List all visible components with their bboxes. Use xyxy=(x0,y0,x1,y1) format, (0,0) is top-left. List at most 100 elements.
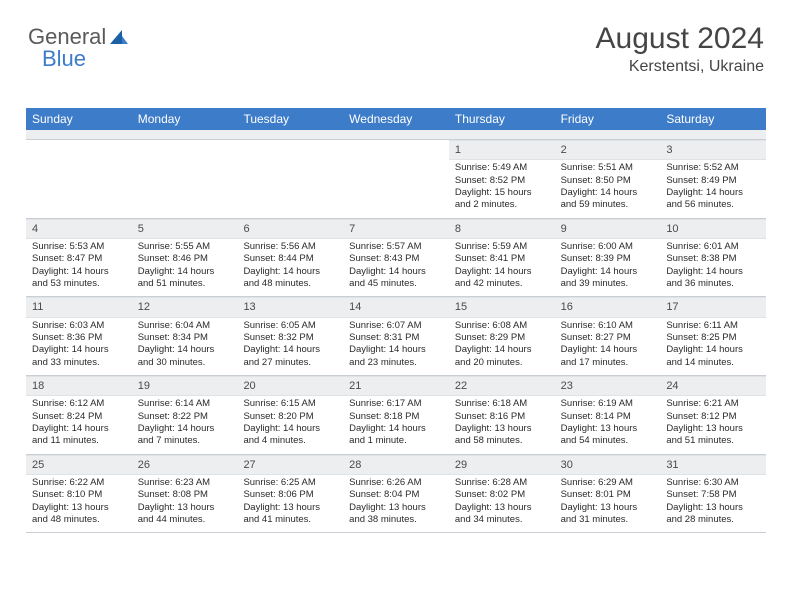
sunset-text: Sunset: 8:16 PM xyxy=(455,411,549,423)
daylight-text: Daylight: 14 hours and 14 minutes. xyxy=(666,344,760,369)
calendar-day: 17Sunrise: 6:11 AMSunset: 8:25 PMDayligh… xyxy=(660,297,766,375)
day-number: 23 xyxy=(555,376,661,396)
sunset-text: Sunset: 8:06 PM xyxy=(243,489,337,501)
sunset-text: Sunset: 8:24 PM xyxy=(32,411,126,423)
calendar-day xyxy=(132,140,238,218)
day-number: 30 xyxy=(555,455,661,475)
sunrise-text: Sunrise: 6:14 AM xyxy=(138,398,232,410)
sunrise-text: Sunrise: 6:04 AM xyxy=(138,320,232,332)
day-content: Sunrise: 5:49 AMSunset: 8:52 PMDaylight:… xyxy=(449,160,555,217)
day-content: Sunrise: 6:19 AMSunset: 8:14 PMDaylight:… xyxy=(555,396,661,453)
calendar-day: 11Sunrise: 6:03 AMSunset: 8:36 PMDayligh… xyxy=(26,297,132,375)
sunset-text: Sunset: 8:47 PM xyxy=(32,253,126,265)
day-number: 14 xyxy=(343,297,449,317)
day-content: Sunrise: 6:17 AMSunset: 8:18 PMDaylight:… xyxy=(343,396,449,453)
day-content: Sunrise: 6:00 AMSunset: 8:39 PMDaylight:… xyxy=(555,239,661,296)
calendar-body: 1Sunrise: 5:49 AMSunset: 8:52 PMDaylight… xyxy=(26,140,766,533)
calendar-day: 31Sunrise: 6:30 AMSunset: 7:58 PMDayligh… xyxy=(660,455,766,533)
sunset-text: Sunset: 8:02 PM xyxy=(455,489,549,501)
calendar-day: 24Sunrise: 6:21 AMSunset: 8:12 PMDayligh… xyxy=(660,376,766,454)
sunrise-text: Sunrise: 6:19 AM xyxy=(561,398,655,410)
sunrise-text: Sunrise: 5:57 AM xyxy=(349,241,443,253)
calendar-day: 16Sunrise: 6:10 AMSunset: 8:27 PMDayligh… xyxy=(555,297,661,375)
day-content: Sunrise: 5:59 AMSunset: 8:41 PMDaylight:… xyxy=(449,239,555,296)
sunrise-text: Sunrise: 6:30 AM xyxy=(666,477,760,489)
day-content: Sunrise: 6:04 AMSunset: 8:34 PMDaylight:… xyxy=(132,318,238,375)
day-number: 24 xyxy=(660,376,766,396)
sunrise-text: Sunrise: 6:17 AM xyxy=(349,398,443,410)
day-content: Sunrise: 6:28 AMSunset: 8:02 PMDaylight:… xyxy=(449,475,555,532)
sunrise-text: Sunrise: 6:22 AM xyxy=(32,477,126,489)
sunrise-text: Sunrise: 6:08 AM xyxy=(455,320,549,332)
calendar-week: 25Sunrise: 6:22 AMSunset: 8:10 PMDayligh… xyxy=(26,455,766,534)
day-content: Sunrise: 6:01 AMSunset: 8:38 PMDaylight:… xyxy=(660,239,766,296)
daylight-text: Daylight: 14 hours and 51 minutes. xyxy=(138,266,232,291)
calendar-day: 23Sunrise: 6:19 AMSunset: 8:14 PMDayligh… xyxy=(555,376,661,454)
daylight-text: Daylight: 14 hours and 7 minutes. xyxy=(138,423,232,448)
day-header: Monday xyxy=(132,108,238,130)
sunset-text: Sunset: 8:39 PM xyxy=(561,253,655,265)
sunrise-text: Sunrise: 6:03 AM xyxy=(32,320,126,332)
logo-text-blue: Blue xyxy=(42,46,86,72)
sunrise-text: Sunrise: 5:49 AM xyxy=(455,162,549,174)
daylight-text: Daylight: 14 hours and 4 minutes. xyxy=(243,423,337,448)
calendar-day: 19Sunrise: 6:14 AMSunset: 8:22 PMDayligh… xyxy=(132,376,238,454)
daylight-text: Daylight: 14 hours and 27 minutes. xyxy=(243,344,337,369)
calendar-day: 6Sunrise: 5:56 AMSunset: 8:44 PMDaylight… xyxy=(237,219,343,297)
sunrise-text: Sunrise: 5:59 AM xyxy=(455,241,549,253)
calendar-day: 29Sunrise: 6:28 AMSunset: 8:02 PMDayligh… xyxy=(449,455,555,533)
sunrise-text: Sunrise: 6:11 AM xyxy=(666,320,760,332)
sunset-text: Sunset: 8:44 PM xyxy=(243,253,337,265)
sunset-text: Sunset: 8:32 PM xyxy=(243,332,337,344)
daylight-text: Daylight: 14 hours and 17 minutes. xyxy=(561,344,655,369)
day-content: Sunrise: 5:53 AMSunset: 8:47 PMDaylight:… xyxy=(26,239,132,296)
daylight-text: Daylight: 14 hours and 53 minutes. xyxy=(32,266,126,291)
day-number: 7 xyxy=(343,219,449,239)
day-number: 21 xyxy=(343,376,449,396)
sunrise-text: Sunrise: 6:01 AM xyxy=(666,241,760,253)
daylight-text: Daylight: 14 hours and 42 minutes. xyxy=(455,266,549,291)
sunrise-text: Sunrise: 6:18 AM xyxy=(455,398,549,410)
sunset-text: Sunset: 8:25 PM xyxy=(666,332,760,344)
daylight-text: Daylight: 13 hours and 54 minutes. xyxy=(561,423,655,448)
daylight-text: Daylight: 13 hours and 34 minutes. xyxy=(455,502,549,527)
calendar-day: 9Sunrise: 6:00 AMSunset: 8:39 PMDaylight… xyxy=(555,219,661,297)
day-number: 13 xyxy=(237,297,343,317)
day-number: 11 xyxy=(26,297,132,317)
sunset-text: Sunset: 8:49 PM xyxy=(666,175,760,187)
calendar-day: 22Sunrise: 6:18 AMSunset: 8:16 PMDayligh… xyxy=(449,376,555,454)
day-content: Sunrise: 6:26 AMSunset: 8:04 PMDaylight:… xyxy=(343,475,449,532)
day-number: 27 xyxy=(237,455,343,475)
sunrise-text: Sunrise: 6:28 AM xyxy=(455,477,549,489)
daylight-text: Daylight: 14 hours and 1 minute. xyxy=(349,423,443,448)
day-content: Sunrise: 6:29 AMSunset: 8:01 PMDaylight:… xyxy=(555,475,661,532)
day-number: 1 xyxy=(449,140,555,160)
sunset-text: Sunset: 8:31 PM xyxy=(349,332,443,344)
day-number: 6 xyxy=(237,219,343,239)
page-title: August 2024 xyxy=(596,22,764,56)
calendar-day: 26Sunrise: 6:23 AMSunset: 8:08 PMDayligh… xyxy=(132,455,238,533)
daylight-text: Daylight: 14 hours and 56 minutes. xyxy=(666,187,760,212)
day-content: Sunrise: 6:18 AMSunset: 8:16 PMDaylight:… xyxy=(449,396,555,453)
day-number: 4 xyxy=(26,219,132,239)
calendar-day: 13Sunrise: 6:05 AMSunset: 8:32 PMDayligh… xyxy=(237,297,343,375)
daylight-text: Daylight: 14 hours and 33 minutes. xyxy=(32,344,126,369)
day-content: Sunrise: 5:55 AMSunset: 8:46 PMDaylight:… xyxy=(132,239,238,296)
day-number: 9 xyxy=(555,219,661,239)
sunset-text: Sunset: 8:52 PM xyxy=(455,175,549,187)
calendar-day xyxy=(26,140,132,218)
day-number: 28 xyxy=(343,455,449,475)
sunrise-text: Sunrise: 6:21 AM xyxy=(666,398,760,410)
day-header: Thursday xyxy=(449,108,555,130)
calendar-day: 25Sunrise: 6:22 AMSunset: 8:10 PMDayligh… xyxy=(26,455,132,533)
daylight-text: Daylight: 13 hours and 44 minutes. xyxy=(138,502,232,527)
sunset-text: Sunset: 7:58 PM xyxy=(666,489,760,501)
calendar-day: 8Sunrise: 5:59 AMSunset: 8:41 PMDaylight… xyxy=(449,219,555,297)
sunset-text: Sunset: 8:50 PM xyxy=(561,175,655,187)
sunrise-text: Sunrise: 6:07 AM xyxy=(349,320,443,332)
day-number: 15 xyxy=(449,297,555,317)
day-number: 3 xyxy=(660,140,766,160)
calendar-day: 14Sunrise: 6:07 AMSunset: 8:31 PMDayligh… xyxy=(343,297,449,375)
day-content: Sunrise: 6:22 AMSunset: 8:10 PMDaylight:… xyxy=(26,475,132,532)
daylight-text: Daylight: 14 hours and 20 minutes. xyxy=(455,344,549,369)
